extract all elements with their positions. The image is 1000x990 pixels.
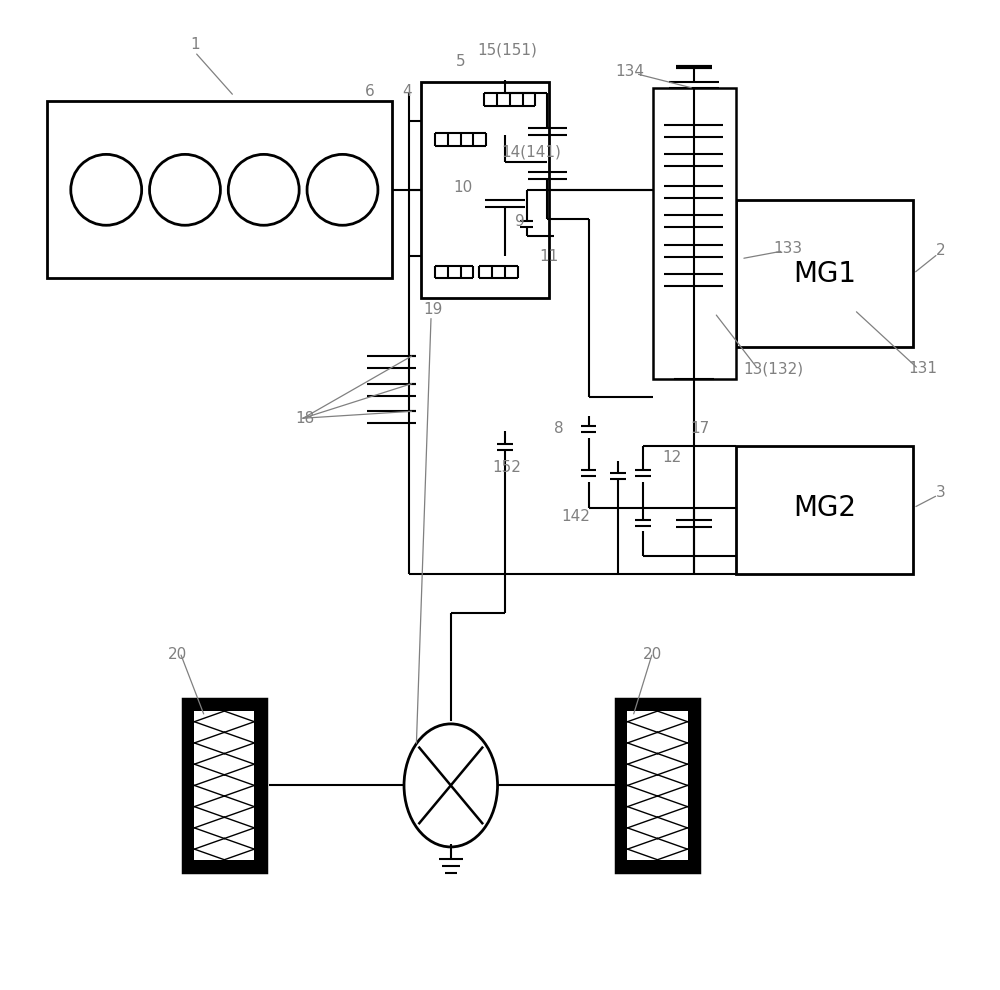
Text: MG1: MG1 [793, 259, 856, 287]
Bar [616, 699, 627, 871]
Text: 14(141): 14(141) [502, 145, 561, 160]
Circle shape [71, 154, 142, 226]
Text: 4: 4 [403, 84, 412, 99]
Bar [736, 200, 913, 347]
Text: MG2: MG2 [793, 494, 856, 522]
Text: 3: 3 [936, 484, 946, 500]
Bar [183, 699, 194, 871]
Text: 133: 133 [773, 242, 802, 256]
Bar [616, 699, 699, 871]
Circle shape [150, 154, 220, 226]
Bar [688, 699, 699, 871]
Ellipse shape [404, 724, 498, 846]
Text: 19: 19 [423, 302, 443, 318]
Bar [736, 446, 913, 574]
Text: 15(151): 15(151) [477, 43, 537, 57]
Bar [183, 699, 266, 871]
Text: 5: 5 [456, 54, 465, 69]
Text: 18: 18 [295, 411, 315, 426]
Circle shape [228, 154, 299, 226]
Text: 10: 10 [453, 180, 472, 195]
Bar [616, 859, 699, 871]
Bar [183, 699, 266, 711]
Text: 2: 2 [936, 244, 946, 258]
Text: 1: 1 [190, 37, 200, 51]
Text: 8: 8 [554, 421, 564, 436]
Text: 20: 20 [643, 647, 662, 662]
Bar [47, 101, 392, 278]
Text: 20: 20 [167, 647, 187, 662]
Text: 152: 152 [492, 460, 521, 475]
Circle shape [307, 154, 378, 226]
Text: 11: 11 [540, 249, 559, 264]
Text: 12: 12 [663, 450, 682, 465]
Bar [653, 88, 736, 379]
Text: 142: 142 [561, 509, 590, 524]
Text: 9: 9 [515, 214, 525, 229]
Bar [421, 81, 549, 298]
Bar [254, 699, 266, 871]
Bar [616, 699, 699, 711]
Text: 13(132): 13(132) [744, 361, 804, 376]
Text: 134: 134 [615, 64, 644, 79]
Text: 6: 6 [365, 84, 375, 99]
Text: 131: 131 [909, 361, 938, 376]
Text: 17: 17 [690, 421, 709, 436]
Bar [183, 859, 266, 871]
